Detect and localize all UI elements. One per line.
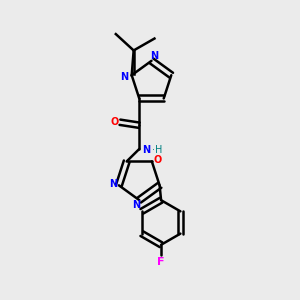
- Text: N: N: [142, 146, 151, 155]
- Text: ·H: ·H: [152, 146, 163, 155]
- Text: N: N: [132, 200, 140, 211]
- Text: O: O: [110, 117, 119, 127]
- Text: F: F: [157, 257, 165, 267]
- Text: N: N: [110, 179, 118, 189]
- Text: N: N: [120, 72, 128, 82]
- Text: N: N: [150, 51, 158, 62]
- Text: O: O: [153, 155, 161, 165]
